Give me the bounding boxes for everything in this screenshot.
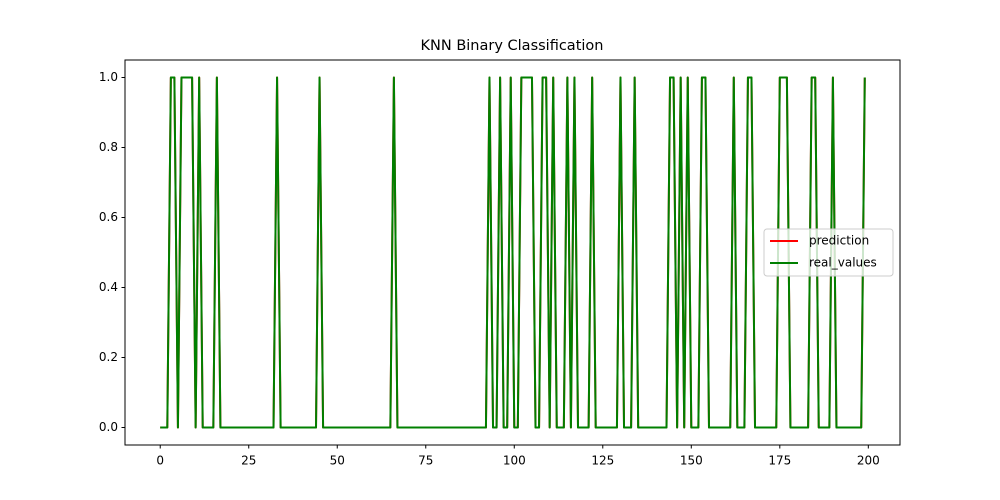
x-tick-label: 125 [591,454,614,468]
plot-frame [124,59,901,446]
y-tick-label: 0.2 [99,350,118,364]
x-tick-label: 25 [241,454,256,468]
y-tick-label: 0.8 [99,140,118,154]
x-tick-label: 200 [857,454,880,468]
x-tick-label: 75 [418,454,433,468]
y-tick-label: 1.0 [99,70,118,84]
x-tick-label: 175 [768,454,791,468]
y-tick-label: 0.4 [99,280,118,294]
x-tick-label: 100 [503,454,526,468]
y-tick-label: 0.0 [99,420,118,434]
series-line [160,76,866,429]
x-tick-label: 50 [330,454,345,468]
chart-title: KNN Binary Classification [421,38,604,54]
y-tick-label: 0.6 [99,210,118,224]
legend-label: real_values [809,256,877,270]
legend-label: prediction [809,234,869,248]
x-tick-label: 150 [680,454,703,468]
x-tick-label: 0 [156,454,164,468]
